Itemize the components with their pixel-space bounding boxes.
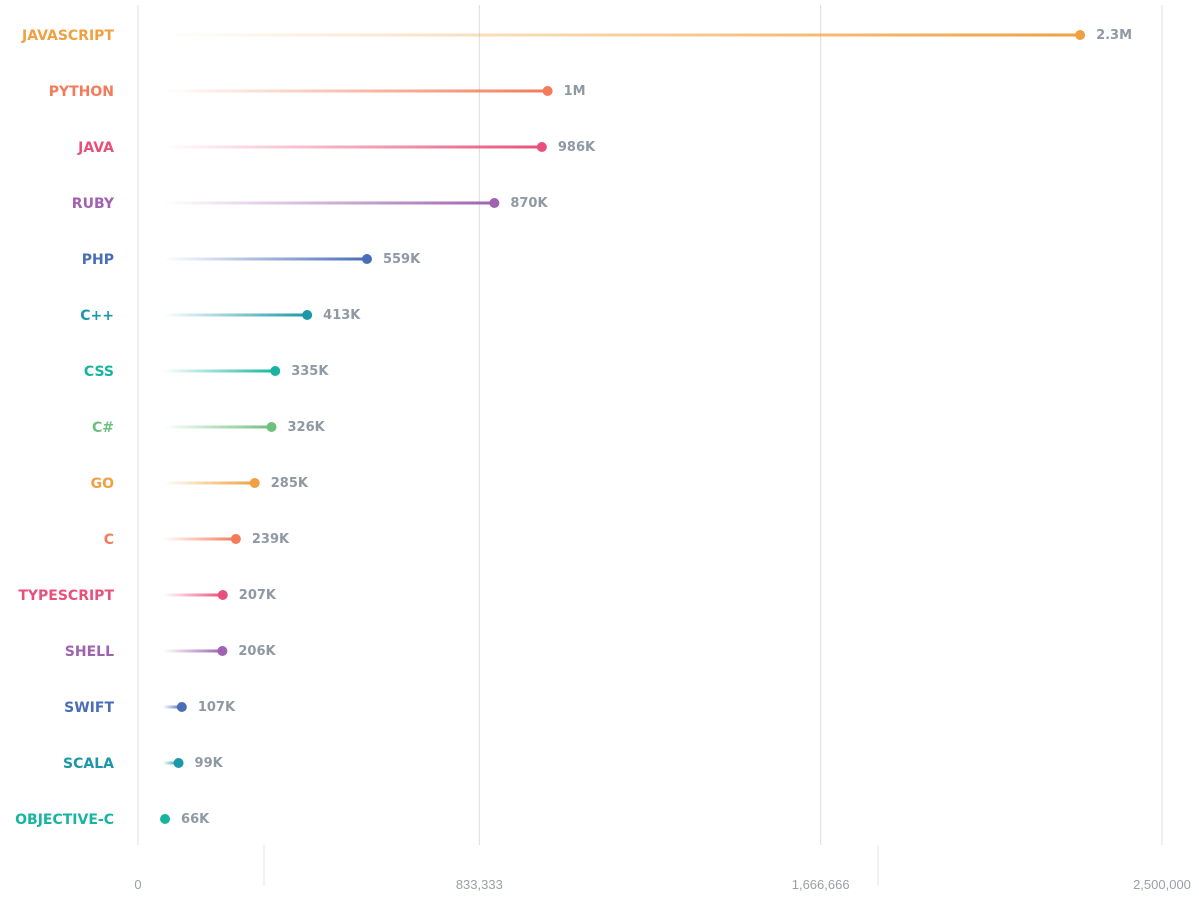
category-label: GO [91, 476, 114, 492]
value-label: 870K [510, 196, 548, 211]
value-label: 335K [291, 364, 329, 379]
lollipop-dot [249, 478, 260, 488]
x-tick-label: 1,666,666 [792, 877, 850, 892]
value-label: 99K [195, 756, 224, 771]
x-tick-label: 0 [134, 877, 141, 892]
category-label: JAVASCRIPT [21, 28, 114, 44]
lollipop-dot [361, 254, 372, 264]
lollipop-dot [217, 646, 228, 656]
value-label: 986K [558, 140, 596, 155]
value-label: 1M [564, 84, 586, 99]
category-label: CSS [84, 364, 114, 380]
category-label: PHP [82, 252, 114, 268]
value-label: 413K [323, 308, 361, 323]
value-label: 285K [271, 476, 309, 491]
category-label: RUBY [72, 196, 115, 212]
category-label: SWIFT [64, 700, 114, 716]
category-label: PYTHON [49, 84, 114, 100]
value-label: 559K [383, 252, 421, 267]
lollipop-dot [302, 310, 313, 320]
category-label: SHELL [65, 644, 114, 660]
lollipop-dot [217, 590, 228, 600]
x-axis: 0 833,333 1,666,666 2,500,000 [134, 845, 1191, 892]
grid-lines [137, 5, 1163, 845]
lollipop-dot [160, 814, 171, 824]
value-label: 326K [288, 420, 326, 435]
value-label: 66K [181, 812, 210, 827]
value-label: 206K [238, 644, 276, 659]
category-label: JAVA [77, 140, 114, 156]
category-label: TYPESCRIPT [18, 588, 114, 604]
value-label: 207K [239, 588, 277, 603]
category-label: C++ [80, 308, 114, 324]
lollipop-dot [542, 86, 553, 96]
x-tick-label: 2,500,000 [1133, 877, 1191, 892]
value-label: 239K [252, 532, 290, 547]
lollipop-dot [176, 702, 187, 712]
lollipop-dot [230, 534, 241, 544]
lollipop-dot [270, 366, 281, 376]
lollipop-dot [266, 422, 277, 432]
lollipop-dot [536, 142, 547, 152]
lollipop-dot [1075, 30, 1086, 40]
category-label: C# [92, 420, 114, 436]
value-label: 2.3M [1096, 28, 1132, 43]
category-label: C [104, 532, 114, 548]
category-label: SCALA [63, 756, 114, 772]
x-tick-label: 833,333 [456, 877, 503, 892]
lollipop-dot [489, 198, 500, 208]
value-label: 107K [198, 700, 236, 715]
chart-marks: JAVASCRIPT 2.3M PYTHON 1M JAVA 986K RUBY 870K PH… [15, 28, 1132, 828]
category-label: OBJECTIVE-C [15, 812, 114, 828]
lollipop-dot [173, 758, 184, 768]
